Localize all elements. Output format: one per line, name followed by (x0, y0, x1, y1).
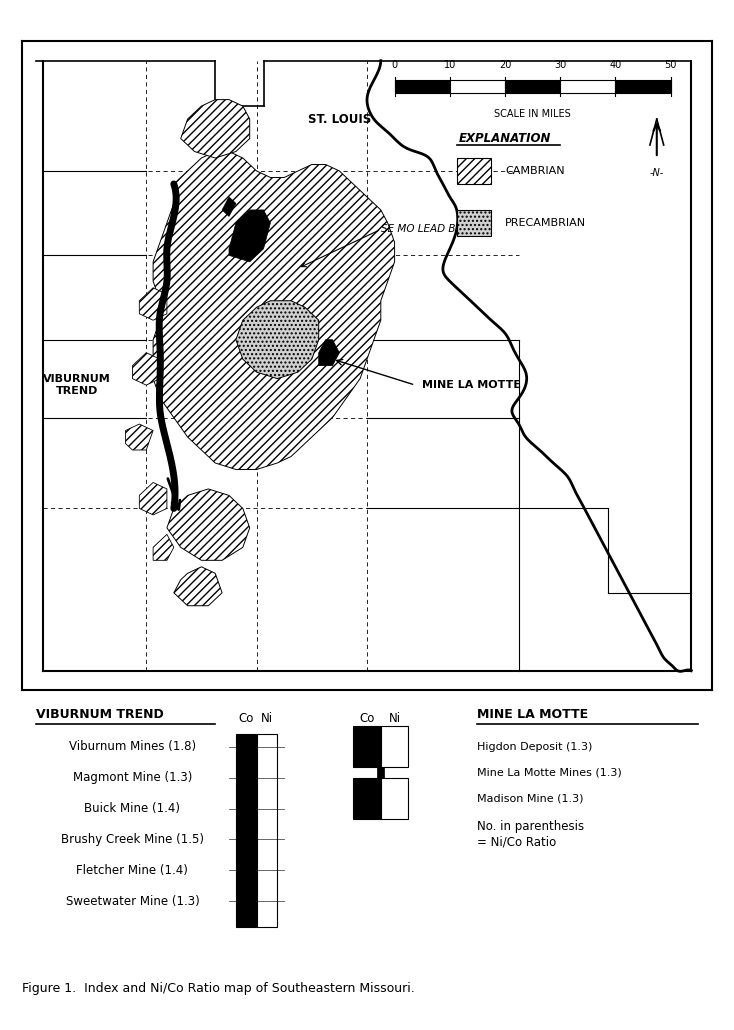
Text: Fletcher Mine (1.4): Fletcher Mine (1.4) (76, 864, 189, 877)
Polygon shape (222, 197, 236, 216)
Bar (505, 80, 560, 93)
Text: 20: 20 (499, 61, 511, 70)
Polygon shape (132, 352, 160, 385)
Bar (615, 80, 671, 93)
Polygon shape (153, 535, 174, 560)
Text: ST. LOUIS: ST. LOUIS (308, 112, 371, 126)
Bar (377, 767, 385, 778)
Polygon shape (229, 210, 270, 262)
Text: Viburnum Mines (1.8): Viburnum Mines (1.8) (69, 741, 196, 753)
Text: No. in parenthesis
= Ni/Co Ratio: No. in parenthesis = Ni/Co Ratio (477, 820, 584, 849)
Text: Brushy Creek Mine (1.5): Brushy Creek Mine (1.5) (61, 833, 204, 846)
Text: CAMBRIAN: CAMBRIAN (505, 166, 564, 176)
Text: VIBURNUM
TREND: VIBURNUM TREND (43, 374, 111, 396)
Polygon shape (139, 287, 167, 320)
Text: MINE LA MOTTE: MINE LA MOTTE (477, 709, 589, 721)
Polygon shape (319, 340, 339, 366)
Polygon shape (139, 482, 167, 515)
Text: MINE LA MOTTE: MINE LA MOTTE (422, 380, 521, 390)
Text: Buick Mine (1.4): Buick Mine (1.4) (84, 802, 181, 815)
Text: 50: 50 (664, 61, 677, 70)
Polygon shape (153, 151, 395, 470)
Text: 10: 10 (443, 61, 456, 70)
Text: Ni: Ni (261, 712, 273, 725)
Text: Madison Mine (1.3): Madison Mine (1.3) (477, 793, 584, 803)
Text: Figure 1.  Index and Ni/Co Ratio map of Southeastern Missouri.: Figure 1. Index and Ni/Co Ratio map of S… (22, 983, 415, 995)
Polygon shape (181, 100, 250, 158)
Text: Mine La Motte Mines (1.3): Mine La Motte Mines (1.3) (477, 767, 622, 778)
Polygon shape (126, 424, 153, 450)
Bar (395, 80, 450, 93)
Text: 40: 40 (609, 61, 622, 70)
Text: PRECAMBRIAN: PRECAMBRIAN (505, 218, 586, 228)
Text: Higdon Deposit (1.3): Higdon Deposit (1.3) (477, 742, 593, 752)
Text: 30: 30 (554, 61, 567, 70)
Text: VIBURNUM TREND: VIBURNUM TREND (36, 709, 164, 721)
Bar (381, 778, 408, 819)
Text: Magmont Mine (1.3): Magmont Mine (1.3) (73, 771, 192, 784)
Text: SE MO LEAD BELT: SE MO LEAD BELT (381, 225, 473, 235)
Text: Sweetwater Mine (1.3): Sweetwater Mine (1.3) (65, 895, 200, 907)
Text: Ni: Ni (388, 712, 401, 725)
Polygon shape (167, 489, 250, 560)
Bar (381, 726, 408, 767)
Bar (257, 733, 277, 927)
Text: Co: Co (239, 712, 254, 725)
Text: EXPLANATION: EXPLANATION (459, 132, 551, 145)
Bar (457, 158, 491, 184)
Bar (457, 210, 491, 236)
Bar (560, 80, 615, 93)
Bar (353, 778, 381, 819)
Polygon shape (236, 301, 319, 379)
Bar (450, 80, 505, 93)
Bar (353, 726, 381, 767)
Polygon shape (174, 566, 222, 606)
Text: Co: Co (360, 712, 374, 725)
Bar (236, 733, 257, 927)
Text: -N-: -N- (650, 168, 664, 178)
Text: 0: 0 (391, 61, 398, 70)
Text: SCALE IN MILES: SCALE IN MILES (494, 109, 571, 119)
